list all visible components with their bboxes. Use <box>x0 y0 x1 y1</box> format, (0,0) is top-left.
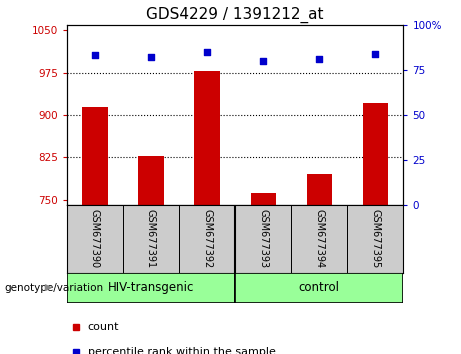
Title: GDS4229 / 1391212_at: GDS4229 / 1391212_at <box>146 7 324 23</box>
Bar <box>67 273 235 303</box>
Text: GSM677393: GSM677393 <box>258 209 268 268</box>
Text: GSM677392: GSM677392 <box>202 209 212 268</box>
Bar <box>195 71 220 205</box>
Text: HIV-transgenic: HIV-transgenic <box>108 281 194 294</box>
Text: GSM677390: GSM677390 <box>90 209 100 268</box>
Bar <box>67 205 123 273</box>
Text: GSM677391: GSM677391 <box>146 209 156 268</box>
Point <box>260 58 267 64</box>
Bar <box>82 107 107 205</box>
Point <box>91 53 99 58</box>
Bar <box>347 205 403 273</box>
Bar <box>179 205 235 273</box>
Text: GSM677395: GSM677395 <box>370 209 380 268</box>
Bar <box>235 205 291 273</box>
Bar <box>235 273 403 303</box>
Point <box>372 51 379 57</box>
Text: genotype/variation: genotype/variation <box>5 282 104 293</box>
Bar <box>291 205 347 273</box>
Bar <box>138 156 164 205</box>
Text: percentile rank within the sample: percentile rank within the sample <box>88 347 276 354</box>
Text: control: control <box>299 281 340 294</box>
Text: GSM677394: GSM677394 <box>314 209 324 268</box>
Point <box>203 49 211 55</box>
Point <box>315 56 323 62</box>
Bar <box>250 193 276 205</box>
Bar <box>123 205 179 273</box>
Point <box>147 55 154 60</box>
Bar <box>363 103 388 205</box>
Text: count: count <box>88 322 119 332</box>
Bar <box>307 174 332 205</box>
